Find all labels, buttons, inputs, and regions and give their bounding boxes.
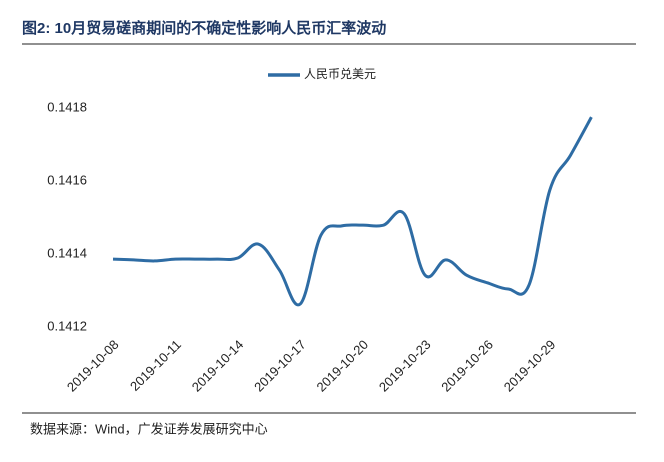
source-note: 数据来源：Wind，广发证券发展研究中心 [30,421,268,436]
y-tick-label: 0.1412 [47,318,87,333]
y-tick-label: 0.1416 [47,172,87,187]
x-tick-label: 2019-10-29 [501,337,559,395]
x-tick-label: 2019-10-08 [64,337,122,395]
x-tick-label: 2019-10-23 [376,337,434,395]
x-tick-label: 2019-10-26 [438,337,496,395]
y-tick-label: 0.1418 [47,99,87,114]
y-tick-label: 0.1414 [47,245,87,260]
x-tick-label: 2019-10-11 [127,337,184,394]
x-tick-label: 2019-10-20 [314,337,372,395]
chart-title: 图2: 10月贸易磋商期间的不确定性影响人民币汇率波动 [22,19,386,37]
legend-label: 人民币兑美元 [304,67,376,81]
x-tick-label: 2019-10-14 [189,337,247,395]
series-line [112,116,593,307]
x-tick-label: 2019-10-17 [251,337,309,395]
